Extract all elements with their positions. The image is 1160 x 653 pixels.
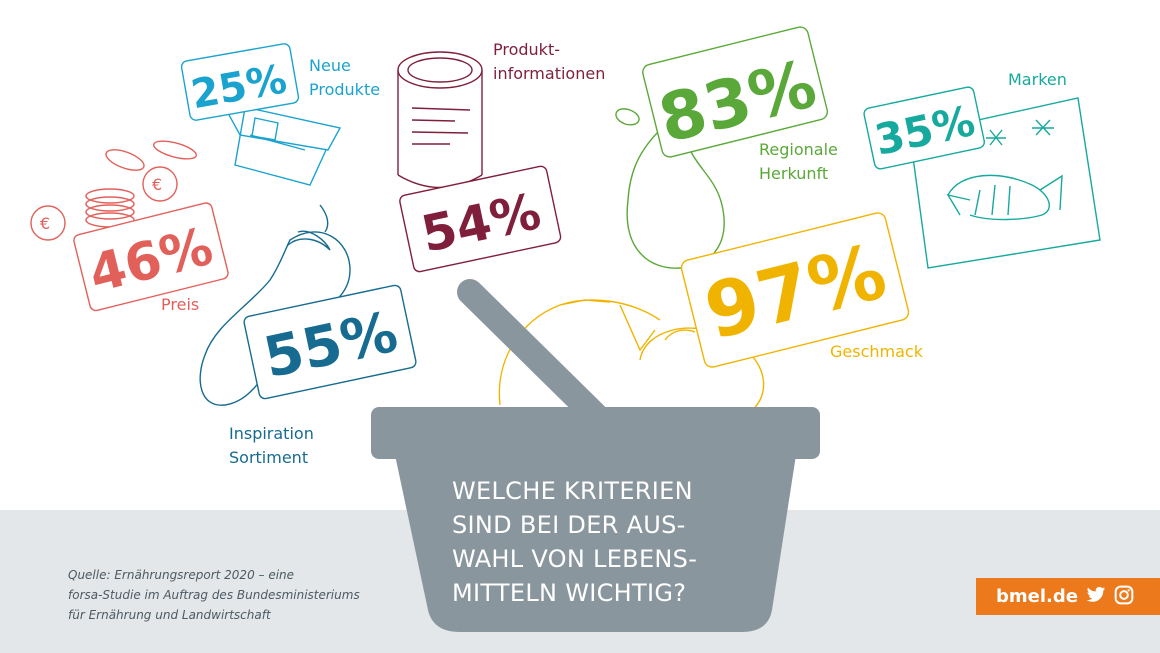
pear-icon [615, 108, 725, 269]
label-inspiration-sortiment: Inspiration Sortiment [229, 424, 314, 467]
source-note: Quelle: Ernährungsreport 2020 – eine for… [68, 568, 360, 622]
fish-package-icon [909, 97, 1101, 269]
label-marken: Marken [1008, 70, 1067, 89]
basket-icon [371, 279, 820, 632]
tag-25: 25% [180, 43, 300, 121]
yogurt-cup-icon [220, 100, 342, 186]
svg-text:€: € [40, 214, 50, 233]
eggplant-icon [199, 204, 351, 406]
label-regionale-herkunft: Regionale Herkunft [759, 140, 838, 183]
brand-badge[interactable]: bmel.de [976, 578, 1160, 615]
label-produktinformationen: Produkt- informationen [493, 40, 606, 83]
twitter-icon[interactable] [1086, 586, 1106, 608]
label-neue-produkte: Neue Produkte [309, 56, 381, 99]
label-geschmack: Geschmack [830, 342, 923, 361]
can-icon [397, 51, 483, 189]
label-preis: Preis [161, 295, 200, 314]
value-geschmack: 97% [696, 226, 894, 356]
coins-icon: € € [30, 140, 198, 241]
tag-55: 55% [243, 284, 417, 400]
svg-text:€: € [152, 175, 162, 194]
tag-54: 54% [399, 165, 562, 273]
question-title: WELCHE KRITERIEN SIND BEI DER AUS- WAHL … [452, 477, 698, 607]
brand-link[interactable]: bmel.de [996, 586, 1078, 607]
instagram-icon[interactable] [1114, 585, 1134, 609]
tag-35: 35% [863, 86, 986, 170]
